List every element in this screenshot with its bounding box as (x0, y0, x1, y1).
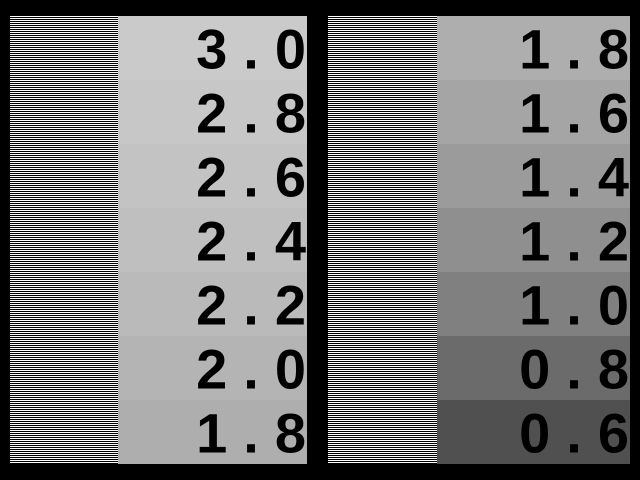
gamma-value-label: 1.8 (196, 401, 322, 465)
gamma-scale-left: 3.0 2.8 2.6 2.4 2.2 2.0 1.8 (118, 16, 307, 465)
gamma-value-label: 1.8 (519, 17, 640, 81)
stripe-pattern-left (10, 16, 118, 464)
gamma-row: 1.2 (437, 208, 630, 273)
gamma-value-label: 2.8 (196, 81, 322, 145)
gamma-value-label: 2.0 (196, 337, 322, 401)
gamma-row: 1.6 (437, 80, 630, 145)
gamma-value-label: 2.6 (196, 145, 322, 209)
gamma-value-label: 1.6 (519, 81, 640, 145)
gamma-value-label: 2.2 (196, 273, 322, 337)
gamma-value-label: 1.0 (519, 273, 640, 337)
gamma-value-label: 0.6 (519, 401, 640, 465)
gamma-row: 0.8 (437, 336, 630, 401)
gamma-row: 0.6 (437, 400, 630, 465)
gamma-value-label: 2.4 (196, 209, 322, 273)
gamma-row: 2.4 (118, 208, 307, 273)
gamma-row: 2.2 (118, 272, 307, 337)
gamma-row: 1.0 (437, 272, 630, 337)
gamma-value-label: 3.0 (196, 17, 322, 81)
gamma-value-label: 1.4 (519, 145, 640, 209)
gamma-scale-right: 1.8 1.6 1.4 1.2 1.0 0.8 0.6 (437, 16, 630, 465)
gamma-row: 2.0 (118, 336, 307, 401)
gamma-row: 2.6 (118, 144, 307, 209)
gamma-row: 1.4 (437, 144, 630, 209)
gamma-row: 1.8 (437, 16, 630, 81)
gamma-row: 3.0 (118, 16, 307, 81)
gamma-value-label: 1.2 (519, 209, 640, 273)
gamma-row: 2.8 (118, 80, 307, 145)
gamma-value-label: 0.8 (519, 337, 640, 401)
stripe-pattern-right (328, 16, 437, 464)
gamma-row: 1.8 (118, 400, 307, 465)
